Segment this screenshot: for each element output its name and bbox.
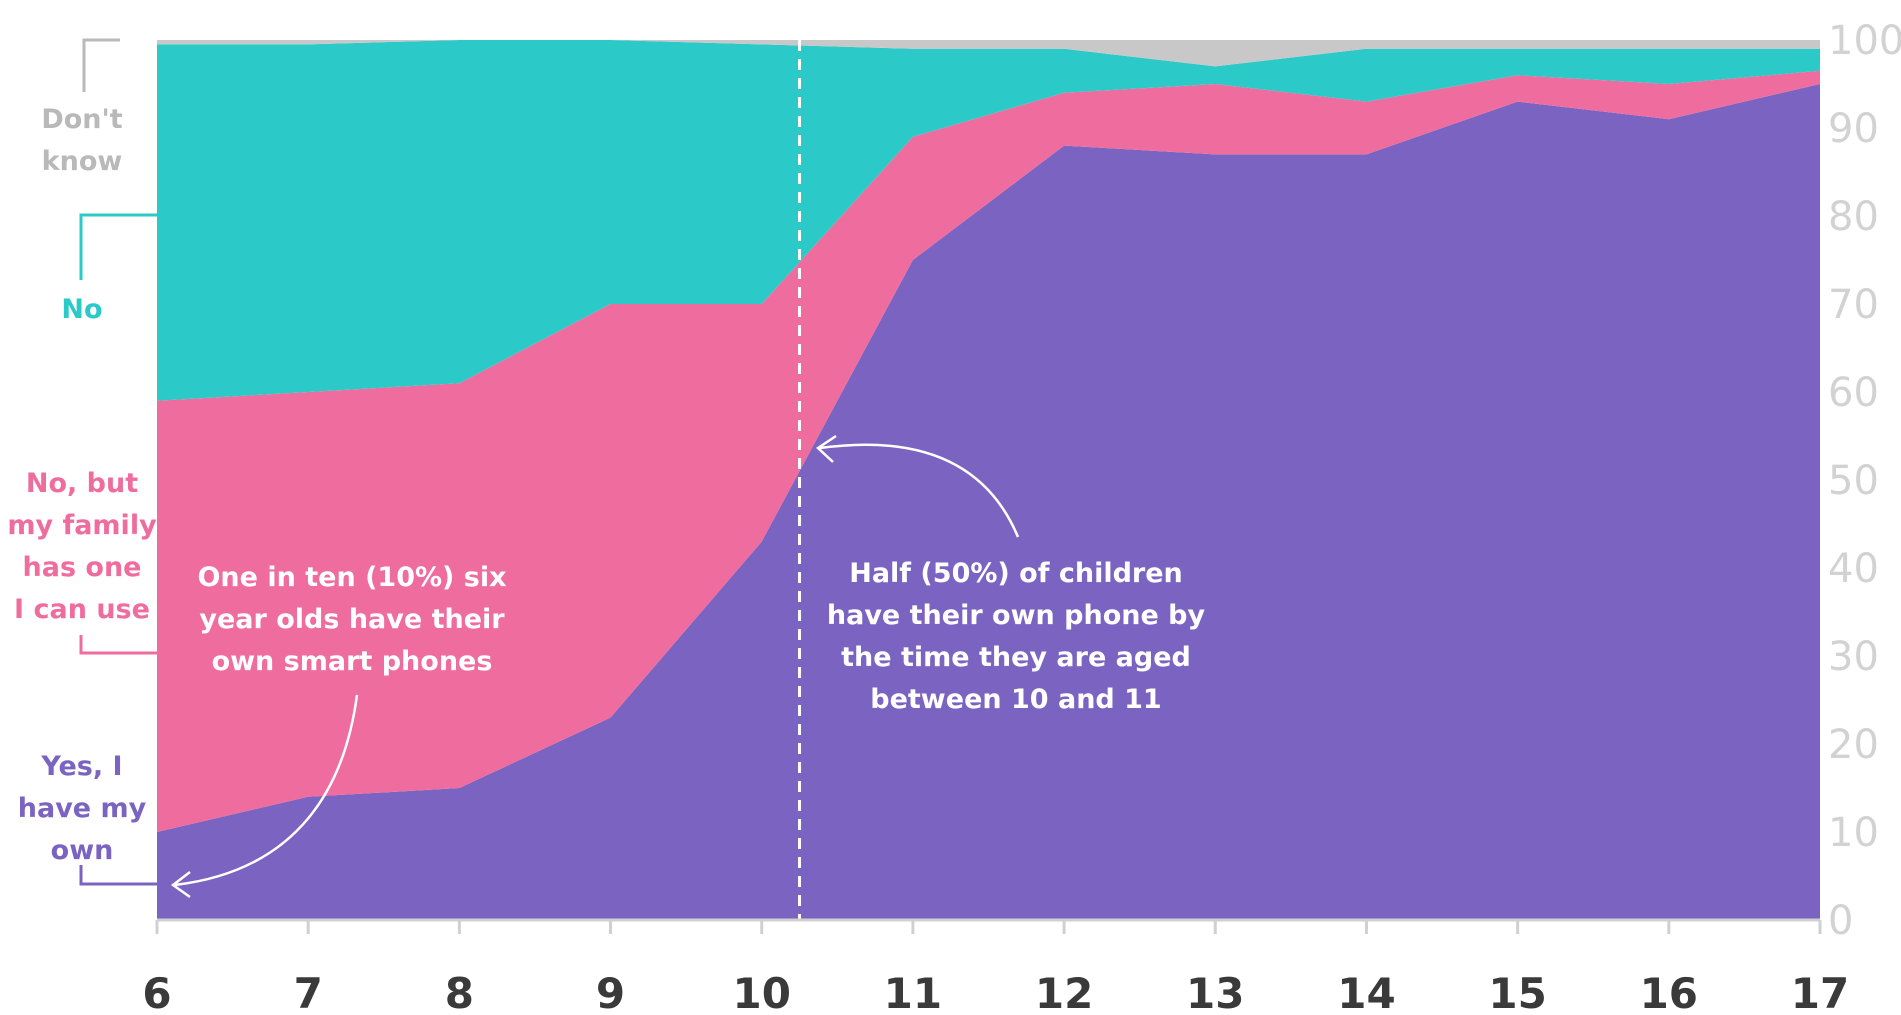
- x-tick-label: 11: [884, 969, 942, 1015]
- x-tick-label: 12: [1035, 969, 1093, 1015]
- arrow-head: [815, 434, 837, 463]
- area-yes-i-have-my-own: [157, 84, 1820, 920]
- y-tick-label: 40: [1828, 546, 1879, 592]
- y-tick-label: 80: [1828, 194, 1879, 240]
- annotation-text: Half (50%) of children: [849, 558, 1183, 589]
- annotation-text: have their own phone by: [827, 600, 1206, 631]
- legend-label: No: [61, 294, 102, 325]
- legend-label: I can use: [14, 594, 150, 625]
- y-tick-label: 20: [1828, 722, 1879, 768]
- area-no-but-my-family-has-one-i-can-use: [157, 70, 1820, 833]
- y-tick-label: 60: [1828, 370, 1879, 416]
- x-axis: 6 7 8 9 10 11 12 13 14 15 16 17: [142, 918, 1849, 1015]
- legend-label: own: [51, 835, 114, 866]
- x-tick-label: 15: [1488, 969, 1546, 1015]
- x-tick-label: 13: [1186, 969, 1244, 1015]
- legend-label: have my: [18, 793, 147, 824]
- x-tick-label: 9: [596, 969, 625, 1015]
- y-axis: 0 10 20 30 40 50 60 70 80 90 100: [1828, 18, 1901, 944]
- annotation-arrow-six-year-olds: [174, 694, 359, 887]
- legend: Don't know No No, but my family has one I can …: [7, 38, 157, 886]
- x-tick-label: 17: [1791, 969, 1849, 1015]
- area-no: [157, 40, 1820, 401]
- legend-bracket: [79, 865, 157, 886]
- annotation-texts: One in ten (10%) six year olds have their…: [197, 558, 1205, 715]
- y-tick-label: 90: [1828, 106, 1879, 152]
- annotation-text: own smart phones: [212, 646, 493, 677]
- x-tick-label: 8: [445, 969, 474, 1015]
- x-tick-label: 16: [1640, 969, 1698, 1015]
- legend-label: Yes, I: [40, 751, 122, 782]
- annotation-arrows: [170, 434, 1020, 899]
- y-tick-label: 30: [1828, 634, 1879, 680]
- legend-bracket: [79, 635, 157, 655]
- annotation-text: the time they are aged: [841, 642, 1191, 673]
- x-tick-label: 10: [733, 969, 791, 1015]
- y-tick-label: 50: [1828, 458, 1879, 504]
- y-tick-label: 70: [1828, 282, 1879, 328]
- annotation-arrow-half-of-children: [819, 443, 1020, 538]
- legend-label: No, but: [26, 468, 138, 499]
- x-tick-label: 14: [1337, 969, 1395, 1015]
- y-tick-label: 0: [1828, 898, 1853, 944]
- legend-label: has one: [23, 552, 142, 583]
- y-tick-label: 10: [1828, 810, 1879, 856]
- area-don-t-know: [157, 40, 1820, 67]
- legend-bracket: [82, 38, 120, 92]
- x-tick-label: 7: [294, 969, 323, 1015]
- legend-bracket: [79, 213, 157, 280]
- arrow-head: [170, 871, 191, 899]
- x-tick-label: 6: [142, 969, 171, 1015]
- annotation-text: One in ten (10%) six: [197, 562, 506, 593]
- legend-label: know: [42, 146, 123, 177]
- legend-label: Don't: [41, 104, 122, 135]
- area-series-group: [157, 40, 1820, 920]
- y-tick-label: 100: [1828, 18, 1901, 64]
- annotation-text: year olds have their: [199, 604, 505, 635]
- annotation-text: between 10 and 11: [870, 684, 1161, 715]
- legend-label: my family: [7, 510, 157, 541]
